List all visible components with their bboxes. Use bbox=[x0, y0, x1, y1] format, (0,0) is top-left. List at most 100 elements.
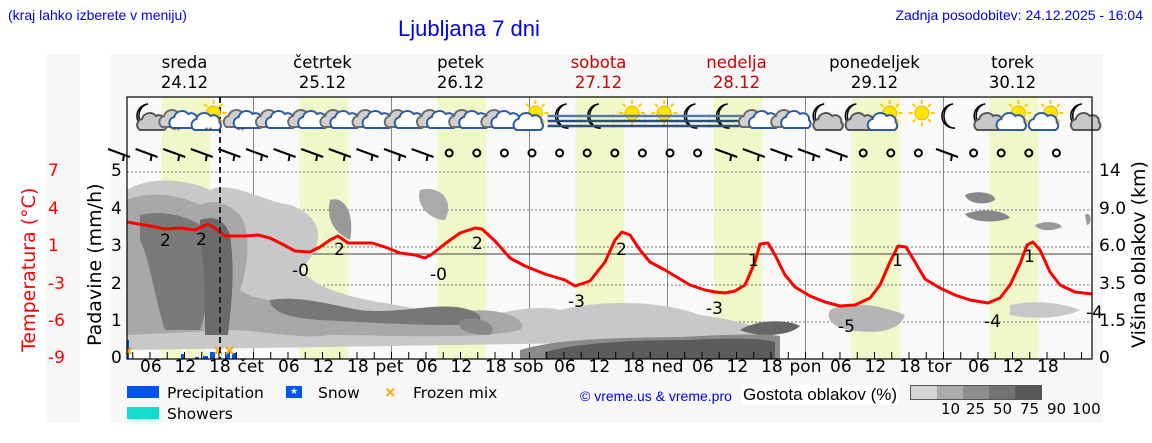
x-tick-label: 12 bbox=[864, 357, 887, 377]
temperature-annotation: 2 bbox=[160, 231, 171, 251]
day-header: sreda 24.12 bbox=[125, 53, 245, 93]
moon-fog-icon bbox=[547, 103, 582, 129]
cloud-snow-icon: ** bbox=[222, 109, 265, 135]
x-tick-label: 06 bbox=[692, 357, 714, 377]
day-date: 29.12 bbox=[850, 73, 899, 92]
temperature-annotation: -3 bbox=[706, 299, 723, 319]
temperature-tick: -6 bbox=[48, 311, 65, 331]
day-header: torek 30.12 bbox=[953, 53, 1073, 93]
x-tick-marks bbox=[132, 352, 1082, 359]
sun-cloud-icon bbox=[512, 100, 549, 131]
moon-fog-icon bbox=[708, 103, 743, 129]
showers-swatch bbox=[127, 407, 159, 419]
day-date: 30.12 bbox=[988, 73, 1037, 92]
density-tick: 50 bbox=[993, 400, 1013, 418]
cloud-height-tick: 6.0 bbox=[1099, 236, 1127, 256]
x-tick-label: 18 bbox=[623, 357, 645, 377]
x-tick-label: 18 bbox=[485, 357, 507, 377]
temperature-annotation: 2 bbox=[196, 230, 207, 250]
svg-text:**: ** bbox=[204, 126, 212, 135]
wind-barbs-row bbox=[107, 148, 1061, 162]
x-tick-label: 06 bbox=[416, 357, 438, 377]
cloud-height-tick: 9.0 bbox=[1099, 199, 1127, 219]
weather-icons-row: ** ** ** bbox=[136, 100, 1102, 135]
day-date: 28.12 bbox=[712, 73, 761, 92]
x-tick-label: 12 bbox=[174, 357, 197, 377]
cloud-density-shading bbox=[127, 180, 1091, 359]
temperature-annotation: 1 bbox=[748, 251, 759, 271]
temperature-annotation: -3 bbox=[568, 292, 585, 312]
x-tick-label: 12 bbox=[588, 357, 611, 377]
precipitation-tick: 5 bbox=[111, 161, 122, 181]
x-tick-label: 18 bbox=[1037, 357, 1059, 377]
x-tick-label: 18 bbox=[899, 357, 921, 377]
sun-icon bbox=[908, 100, 935, 126]
moon-cloud-icon bbox=[1069, 103, 1102, 131]
temperature-annotation: -0 bbox=[430, 265, 447, 285]
snow-swatch: ★ bbox=[286, 386, 302, 398]
sun-cloud-icon bbox=[1027, 100, 1064, 131]
temperature-line bbox=[126, 220, 1093, 308]
day-header: sobota 27.12 bbox=[539, 53, 659, 93]
sun-cloud-icon bbox=[995, 100, 1032, 131]
x-tick-label: 06 bbox=[830, 357, 852, 377]
precipitation-tick: 0 bbox=[111, 348, 122, 368]
temperature-labels: 2 2 -0 2 -0 2 -3 2 -3 1 -5 1 -4 1 -4 bbox=[160, 230, 1103, 337]
density-tick: 10 bbox=[941, 400, 961, 418]
precipitation-tick: 3 bbox=[111, 236, 122, 256]
x-tick-label: pon bbox=[789, 357, 822, 377]
temperature-annotation: 1 bbox=[1024, 247, 1035, 267]
precipitation-tick: 1 bbox=[111, 311, 122, 331]
x-tick-label: 18 bbox=[761, 357, 783, 377]
sun-fog-icon bbox=[644, 100, 679, 128]
day-header: četrtek 25.12 bbox=[263, 53, 383, 93]
precipitation-swatch bbox=[127, 386, 159, 398]
day-name: četrtek bbox=[293, 53, 352, 72]
temperature-axis-title: Temperatura (°C) bbox=[18, 187, 40, 352]
x-tick-label: čet bbox=[237, 357, 264, 377]
cloud-height-axis-title: Višina oblakov (km) bbox=[1128, 161, 1150, 348]
precipitation-axis-title: Padavine (mm/h) bbox=[84, 183, 106, 346]
svg-text:**: ** bbox=[237, 126, 245, 135]
day-header: petek 26.12 bbox=[401, 53, 521, 93]
density-tick: 90 bbox=[1047, 400, 1067, 418]
temperature-annotation: 1 bbox=[892, 251, 903, 271]
x-tick-label: 12 bbox=[726, 357, 749, 377]
x-tick-label: 06 bbox=[140, 357, 162, 377]
precipitation-tick: 4 bbox=[111, 199, 122, 219]
density-tick: 100 bbox=[1072, 400, 1101, 418]
sun-cloud-snow-icon: ** bbox=[190, 100, 227, 135]
day-date: 24.12 bbox=[160, 73, 209, 92]
sun-cloud-icon bbox=[866, 100, 903, 131]
density-tick: 75 bbox=[1020, 400, 1040, 418]
temperature-tick: 7 bbox=[48, 161, 59, 181]
x-tick-label: 12 bbox=[450, 357, 473, 377]
x-tick-label: 06 bbox=[554, 357, 576, 377]
page-title: Ljubljana 7 dni bbox=[398, 16, 540, 41]
legend-showers: Showers bbox=[167, 405, 233, 423]
svg-text:★: ★ bbox=[203, 347, 211, 357]
legend-precipitation: Precipitation bbox=[167, 384, 264, 402]
day-name: torek bbox=[991, 53, 1034, 72]
day-header: nedelja 28.12 bbox=[677, 53, 797, 93]
credit-link[interactable]: © vreme.us & vreme.pro bbox=[580, 388, 732, 404]
temperature-annotation: -4 bbox=[1086, 303, 1103, 323]
x-tick-label: pet bbox=[375, 357, 404, 377]
frozen-mix-swatch: × bbox=[384, 383, 397, 401]
precipitation-tick: 2 bbox=[111, 274, 122, 294]
temperature-annotation: 2 bbox=[616, 240, 627, 260]
day-name: petek bbox=[437, 53, 484, 72]
x-tick-label: ned bbox=[651, 357, 684, 377]
temperature-tick: -3 bbox=[48, 274, 65, 294]
moon-icon bbox=[941, 103, 956, 129]
day-header: ponedeljek 29.12 bbox=[815, 53, 935, 93]
x-tick-label: 18 bbox=[347, 357, 369, 377]
temperature-annotation: -4 bbox=[984, 312, 1001, 332]
last-update: Zadnja posodobitev: 24.12.2025 - 16:04 bbox=[895, 7, 1143, 23]
temperature-annotation: 2 bbox=[334, 240, 345, 260]
density-tick: 25 bbox=[966, 400, 986, 418]
temperature-annotation: -5 bbox=[838, 317, 855, 337]
day-name: sreda bbox=[161, 53, 208, 72]
x-tick-label: 12 bbox=[1002, 357, 1025, 377]
